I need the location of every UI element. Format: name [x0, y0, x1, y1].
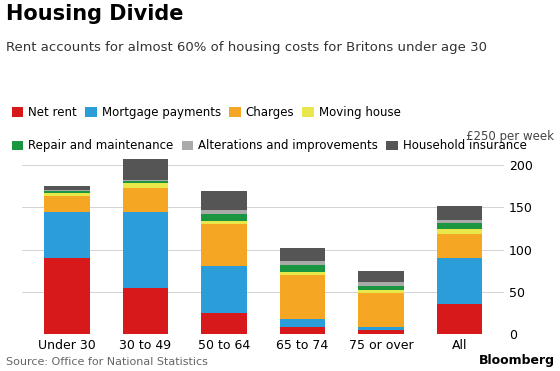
Bar — [358, 271, 404, 282]
Bar — [437, 258, 482, 304]
Bar — [437, 304, 482, 334]
Bar — [201, 191, 247, 210]
Legend: Net rent, Mortgage payments, Charges, Moving house: Net rent, Mortgage payments, Charges, Mo… — [12, 106, 401, 119]
Bar — [358, 290, 404, 293]
Bar — [44, 191, 90, 193]
Bar — [437, 223, 482, 229]
Text: Housing Divide: Housing Divide — [6, 4, 183, 24]
Bar — [201, 266, 247, 313]
Bar — [279, 327, 325, 334]
Bar — [358, 286, 404, 290]
Bar — [279, 265, 325, 272]
Bar — [358, 282, 404, 286]
Bar — [201, 214, 247, 221]
Bar — [279, 272, 325, 275]
Bar — [201, 221, 247, 224]
Bar — [279, 319, 325, 327]
Bar — [358, 327, 404, 330]
Bar — [123, 180, 168, 181]
Text: £250 per week: £250 per week — [466, 130, 554, 143]
Bar — [44, 197, 90, 211]
Bar — [44, 258, 90, 334]
Bar — [123, 211, 168, 288]
Text: Source: Office for National Statistics: Source: Office for National Statistics — [6, 357, 207, 367]
Bar — [44, 211, 90, 258]
Bar — [358, 293, 404, 327]
Legend: Repair and maintenance, Alterations and improvements, Household insurance: Repair and maintenance, Alterations and … — [12, 139, 526, 152]
Bar — [123, 188, 168, 211]
Bar — [201, 210, 247, 214]
Bar — [44, 193, 90, 197]
Bar — [437, 234, 482, 258]
Text: Rent accounts for almost 60% of housing costs for Britons under age 30: Rent accounts for almost 60% of housing … — [6, 41, 487, 54]
Bar — [437, 220, 482, 223]
Bar — [123, 183, 168, 188]
Bar — [279, 260, 325, 265]
Bar — [201, 224, 247, 266]
Bar — [44, 190, 90, 191]
Bar — [358, 330, 404, 334]
Bar — [279, 248, 325, 260]
Bar — [437, 229, 482, 234]
Bar — [44, 186, 90, 190]
Text: Bloomberg: Bloomberg — [478, 354, 554, 367]
Bar — [123, 181, 168, 183]
Bar — [201, 313, 247, 334]
Bar — [123, 158, 168, 180]
Bar — [123, 288, 168, 334]
Bar — [437, 206, 482, 220]
Bar — [279, 275, 325, 319]
